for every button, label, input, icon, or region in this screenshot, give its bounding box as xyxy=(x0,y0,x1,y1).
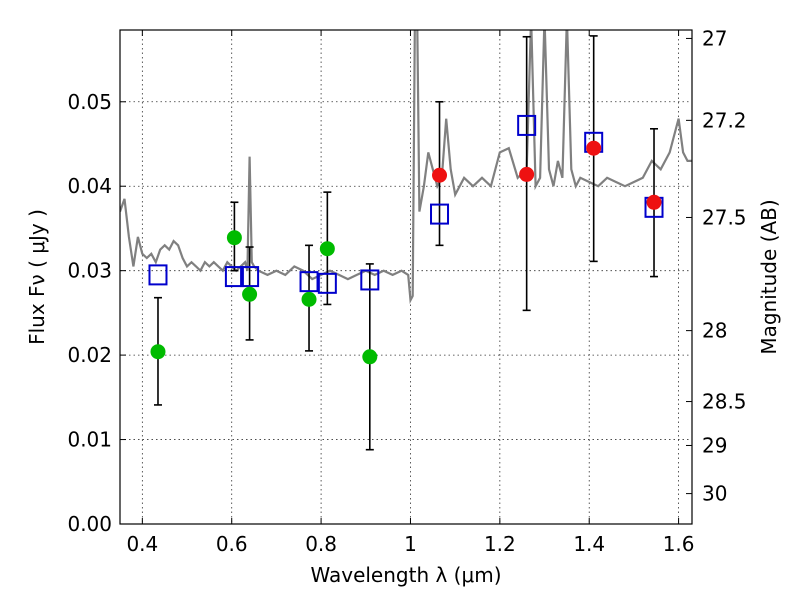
right-axis-ticks: 27 27.2 27.5 28 28.5 29 30 xyxy=(686,26,747,506)
model-square-marker xyxy=(224,266,244,288)
right-axis-title: Magnitude (AB) xyxy=(757,199,781,354)
right-tick-label: 27 xyxy=(702,26,727,50)
x-axis-ticks: 0.4 0.6 0.8 1 1.2 1.4 1.6 xyxy=(126,30,695,556)
right-tick-label: 28.5 xyxy=(702,390,747,414)
observed-point xyxy=(646,194,662,210)
y-axis-ticks: 0.00 0.01 0.02 0.03 0.04 0.05 xyxy=(67,90,126,536)
right-tick-label: 29 xyxy=(702,433,727,457)
right-tick-label: 27.2 xyxy=(702,108,747,132)
right-tick-label: 28 xyxy=(702,319,727,343)
x-tick-label: 1.4 xyxy=(573,532,605,556)
plot-frame xyxy=(119,29,693,525)
spectrum-series xyxy=(120,30,692,305)
y-axis-title: Flux Fν ( μJy ) xyxy=(25,209,49,345)
x-tick-label: 1 xyxy=(404,532,417,556)
model-square-marker xyxy=(240,266,260,288)
y-tick-label: 0.00 xyxy=(67,512,112,536)
observed-point xyxy=(226,230,242,246)
model-square-marker xyxy=(317,272,337,294)
observed-point xyxy=(432,167,448,183)
observed-point xyxy=(519,166,535,182)
y-tick-label: 0.03 xyxy=(67,259,112,283)
y-tick-label: 0.05 xyxy=(67,90,112,114)
x-tick-label: 1.2 xyxy=(484,532,516,556)
y-tick-label: 0.02 xyxy=(67,343,112,367)
x-tick-label: 0.8 xyxy=(305,532,337,556)
observed-point xyxy=(301,291,317,307)
observed-point xyxy=(362,349,378,365)
right-tick-label: 27.5 xyxy=(702,205,747,229)
model-square-marker xyxy=(360,269,380,291)
x-tick-label: 1.6 xyxy=(663,532,695,556)
grid xyxy=(120,30,692,525)
y-tick-label: 0.04 xyxy=(67,174,112,198)
x-tick-label: 0.4 xyxy=(126,532,158,556)
observed-point xyxy=(242,286,258,302)
x-tick-label: 0.6 xyxy=(216,532,248,556)
spectrum-line xyxy=(120,30,692,305)
data-markers xyxy=(148,114,664,365)
y-tick-label: 0.01 xyxy=(67,428,112,452)
model-square-marker xyxy=(517,114,537,136)
observed-point xyxy=(150,344,166,360)
observed-point xyxy=(586,140,602,156)
observed-point xyxy=(319,241,335,257)
model-square-marker xyxy=(299,271,319,293)
x-axis-title: Wavelength λ (μm) xyxy=(310,563,501,587)
model-square-marker xyxy=(148,264,168,286)
model-square-marker xyxy=(430,203,450,225)
right-tick-label: 30 xyxy=(702,482,727,506)
